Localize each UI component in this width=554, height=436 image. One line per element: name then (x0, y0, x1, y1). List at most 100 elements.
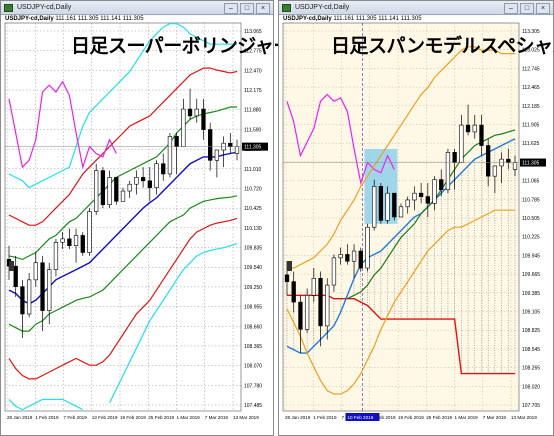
candle-body (311, 277, 316, 296)
date-tick-label: 13 Feb 2019 (370, 415, 396, 420)
left-window-title: USDJPY-cd,Daily (17, 4, 72, 11)
price-tick-label: 109.945 (522, 253, 540, 259)
candle-body (412, 192, 417, 201)
chart-window-icon (4, 4, 13, 12)
price-tick-label: 112.745 (522, 66, 540, 72)
candle-body (479, 124, 484, 146)
price-tick-label: 112.185 (522, 104, 540, 110)
candle-body (80, 235, 85, 253)
date-tick-label: 28 Jan 2019 (285, 415, 311, 420)
series-line (287, 294, 515, 375)
candle-body (465, 124, 471, 133)
series-line (286, 93, 395, 186)
candle-body (194, 108, 199, 117)
date-tick-label: 19 Feb 2019 (398, 415, 424, 420)
right-overlay-title: 日足スパンモデルスペシャル (331, 36, 554, 57)
price-tick-label: 113.025 (522, 48, 540, 54)
price-tick-label: 110.225 (522, 235, 540, 241)
price-tick-label: 111.010 (244, 167, 262, 173)
left-info-symbol: USDJPY-cd,Daily (5, 16, 54, 22)
candle-body (187, 108, 193, 117)
date-tick-label: 1 Feb 2019 (35, 415, 59, 420)
price-tick-label: 111.905 (522, 123, 540, 129)
right-title-bar[interactable]: USDJPY-cd,Daily – □ × (279, 1, 553, 15)
price-tick-label: 109.665 (522, 272, 540, 278)
candle-body (331, 257, 337, 286)
right-info-line: USDJPY-cd,Daily 111.161 111.305 111.141 … (283, 16, 422, 22)
candle-body (291, 281, 296, 303)
right-chart-window[interactable]: USDJPY-cd,Daily – □ × USDJPY-cd,Daily 11… (278, 0, 554, 436)
candle-body (365, 226, 370, 269)
minimize-button[interactable]: – (504, 3, 518, 14)
candle-body (398, 206, 404, 218)
candle-body (418, 192, 424, 197)
candle-body (234, 146, 240, 154)
candle-body (107, 177, 112, 206)
series-line (286, 209, 515, 395)
current-price-label: 111.305 (244, 145, 262, 151)
left-title-bar[interactable]: USDJPY-cd,Daily – □ × (1, 1, 273, 15)
price-tick-label: 107.485 (244, 403, 262, 409)
price-tick-label: 113.065 (244, 29, 262, 35)
candle-body (40, 262, 45, 311)
candle-body (120, 190, 126, 202)
price-tick-label: 112.175 (244, 88, 262, 94)
price-tick-label: 108.265 (522, 366, 540, 372)
price-tick-label: 111.590 (244, 127, 262, 133)
price-tick-label: 108.365 (244, 344, 262, 350)
candle-body (140, 177, 146, 182)
price-tick-label: 110.425 (244, 206, 262, 212)
series-line (8, 80, 117, 170)
price-tick-label: 110.720 (244, 186, 262, 192)
price-tick-label: 108.955 (244, 305, 262, 311)
candle-body (114, 177, 119, 202)
maximize-button[interactable]: □ (520, 3, 534, 14)
candle-body (67, 238, 72, 246)
candle-body (228, 142, 233, 147)
candle-body (161, 163, 166, 175)
right-chart-plot[interactable]: 113.305 113.025 112.745 112.465 112.185 111.9… (279, 1, 553, 435)
candle-body (53, 241, 59, 270)
date-highlight-label: 10 Feb 2019 (347, 415, 373, 420)
candle-body (512, 162, 518, 170)
candle-body (472, 124, 477, 133)
price-tick-label: 108.660 (244, 324, 262, 330)
current-price-badge (242, 142, 268, 151)
candle-body (100, 170, 106, 206)
candle-body (154, 163, 159, 188)
maximize-button[interactable]: □ (240, 3, 254, 14)
date-tick-label: 1 Feb 2019 (313, 415, 337, 420)
date-tick-label: 19 Feb 2019 (120, 415, 146, 420)
current-price-label: 111.305 (522, 161, 540, 167)
series-line (347, 129, 516, 300)
candle-body (208, 129, 213, 161)
left-chart-plot[interactable]: 113.065 112.775 112.470 112.175 111.880 111.5… (1, 1, 273, 435)
left-chart-window[interactable]: USDJPY-cd,Daily – □ × USDJPY-cd,Daily 11… (0, 0, 292, 436)
series-line (8, 106, 237, 261)
candle-body (345, 254, 350, 262)
series-line (287, 46, 515, 269)
series-line (8, 23, 237, 189)
price-tick-label: 110.785 (522, 197, 540, 203)
date-tick-label: 1 Mar 2019 (455, 415, 479, 420)
left-overlay-title: 日足スーパーボリンジャー (71, 36, 292, 57)
price-tick-label: 109.385 (522, 291, 540, 297)
candle-body (13, 265, 18, 287)
candle-body (33, 262, 38, 281)
candle-body (20, 286, 25, 315)
candle-body (492, 165, 498, 177)
candle-body (26, 279, 32, 315)
price-tick-label: 112.775 (244, 49, 262, 55)
minimize-button[interactable]: – (224, 3, 238, 14)
series-line (8, 217, 238, 380)
price-tick-label: 111.880 (244, 108, 262, 114)
close-button[interactable]: × (256, 3, 270, 14)
candle-body (167, 136, 173, 175)
price-tick-label: 108.020 (522, 384, 540, 390)
bar-marker-icon (287, 261, 292, 271)
price-tick-label: 112.470 (244, 68, 262, 74)
price-tick-label: 111.065 (522, 179, 540, 185)
date-tick-label: 7 Mar 2019 (205, 415, 229, 420)
series-line (8, 151, 238, 305)
close-button[interactable]: × (536, 3, 550, 14)
